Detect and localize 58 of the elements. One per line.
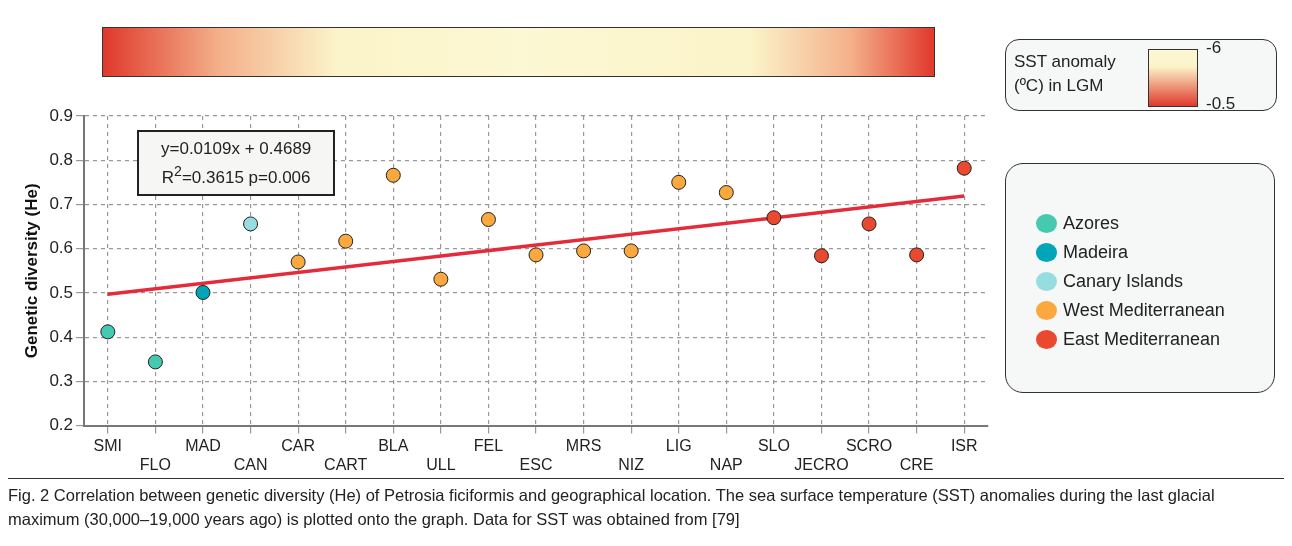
point	[338, 233, 354, 249]
point	[718, 185, 734, 201]
x-tick-label: CART	[324, 455, 368, 473]
point	[813, 248, 829, 264]
point	[956, 160, 972, 176]
legend-label: West Mediterranean	[1063, 300, 1225, 321]
caption: Fig. 2 Correlation between genetic diversity (He) of Petrosia ficiformis and geographical location. The sea surface temperature (SST) anomalies during the last glacial maximum (30,000–19,000 years ago) is plotted onto the graph. Data for SST was obtained from [79]	[8, 485, 1216, 530]
point	[480, 212, 496, 227]
point	[100, 324, 116, 340]
point	[433, 271, 449, 287]
color-bar-label: -0.5	[1206, 94, 1236, 114]
legend-label: Canary Islands	[1063, 271, 1184, 292]
x-tick-label: LIG	[665, 436, 692, 454]
x-tick-label: ESC	[519, 455, 553, 473]
y-tick-label: 0.4	[49, 326, 74, 346]
x-tick-label: NIZ	[618, 455, 645, 473]
y-axis-title: Genetic diversity (He)	[21, 183, 41, 359]
legend-label: Madeira	[1063, 242, 1129, 263]
legend-label: East Mediterranean	[1063, 329, 1221, 350]
point	[290, 254, 306, 270]
x-tick-label: MAD	[185, 436, 221, 454]
point	[671, 174, 687, 190]
point	[623, 243, 639, 259]
point	[243, 216, 259, 232]
x-tick-label: SCRO	[845, 436, 893, 454]
x-tick-label: CAN	[233, 455, 268, 473]
y-tick-label: 0.7	[49, 194, 74, 214]
point	[766, 210, 782, 226]
x-tick-label: BLA	[378, 436, 409, 454]
x-tick-label: MRS	[565, 436, 602, 454]
x-tick-label: JECRO	[794, 455, 849, 473]
y-tick-label: 0.6	[49, 238, 74, 258]
y-tick-label: 0.8	[49, 149, 74, 169]
y-tick-label: 0.5	[49, 282, 74, 302]
y-tick-label: 0.2	[49, 415, 74, 435]
y-tick-label: 0.3	[49, 371, 74, 391]
y-tick-label: 0.9	[49, 105, 74, 125]
point	[909, 247, 925, 263]
x-tick-label: FEL	[473, 436, 504, 454]
x-tick-label: NAP	[709, 455, 743, 473]
x-tick-label: ISR	[950, 436, 978, 454]
x-tick-label: SLO	[757, 436, 790, 454]
x-tick-label: CRE	[899, 455, 934, 473]
point	[861, 216, 877, 232]
color-bar-label: -6	[1206, 38, 1222, 58]
x-tick-label: FLO	[139, 455, 171, 473]
point	[147, 354, 163, 370]
color-bar-title: SST anomaly (ºC) in LGM	[1014, 51, 1117, 97]
x-tick-label: SMI	[93, 436, 123, 454]
point	[528, 247, 544, 263]
point	[576, 243, 592, 259]
annotation: y=0.0109x + 0.4689	[161, 138, 312, 160]
x-tick-label: ULL	[426, 455, 456, 473]
point	[195, 284, 211, 300]
annotation: R$^{2}$=0.3615 p=0.006	[161, 162, 312, 189]
x-tick-label: CAR	[281, 436, 316, 454]
point	[385, 167, 401, 183]
legend-label: Azores	[1063, 213, 1120, 234]
